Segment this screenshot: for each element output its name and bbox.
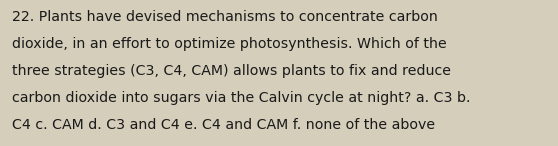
Text: dioxide, in an effort to optimize photosynthesis. Which of the: dioxide, in an effort to optimize photos… (12, 37, 447, 51)
Text: 22. Plants have devised mechanisms to concentrate carbon: 22. Plants have devised mechanisms to co… (12, 10, 438, 24)
Text: three strategies (C3, C4, CAM) allows plants to fix and reduce: three strategies (C3, C4, CAM) allows pl… (12, 64, 451, 78)
Text: carbon dioxide into sugars via the Calvin cycle at night? a. C3 b.: carbon dioxide into sugars via the Calvi… (12, 91, 471, 105)
Text: C4 c. CAM d. C3 and C4 e. C4 and CAM f. none of the above: C4 c. CAM d. C3 and C4 e. C4 and CAM f. … (12, 118, 435, 132)
